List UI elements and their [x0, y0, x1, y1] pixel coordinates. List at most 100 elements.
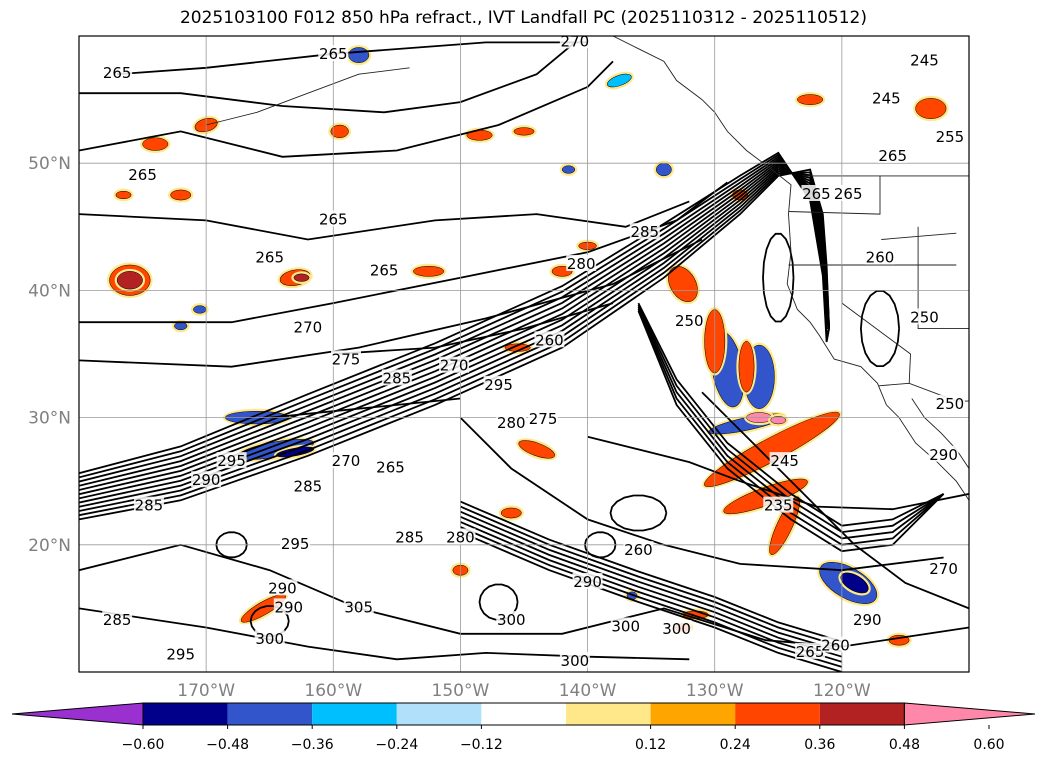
contour-label: 270 — [294, 319, 323, 337]
colorbar: −0.60 −0.48 −0.36 −0.24 −0.12 0.12 0.24 0.36 0.4… — [11, 702, 1036, 753]
contour-label-bg — [254, 248, 285, 265]
anomaly-fill-blob — [655, 162, 672, 177]
colorbar-segment — [227, 703, 313, 725]
contour-label: 295 — [217, 452, 246, 470]
contour-label: 265 — [370, 261, 399, 279]
contour-label-bg — [102, 611, 133, 628]
colorbar-segment — [650, 703, 736, 725]
contour-label-bg — [496, 611, 527, 628]
ivt-contour — [460, 521, 843, 663]
contour-label: 245 — [910, 51, 939, 69]
colorbar-tick-label: −0.48 — [206, 737, 249, 753]
contour-label-bg — [852, 611, 883, 628]
contour-label: 295 — [281, 535, 310, 553]
contour-label-bg — [318, 45, 349, 62]
contour-label-bg — [801, 185, 832, 201]
contour-label-bg — [534, 331, 565, 348]
contour-label-bg — [877, 146, 908, 163]
contour-label: 265 — [103, 64, 132, 82]
colorbar-frame — [142, 702, 905, 726]
contour-label: 290 — [192, 471, 221, 489]
contour-label: 265 — [255, 249, 284, 267]
ivt-closed-contour — [609, 494, 668, 532]
contour-label-bg — [559, 36, 590, 49]
state-border — [917, 226, 969, 330]
contour-label-bg — [928, 445, 959, 462]
contour-label: 260 — [821, 637, 850, 655]
ivt-contour — [460, 500, 843, 643]
contour-label: 290 — [268, 579, 297, 597]
anomaly-fill-blob — [915, 98, 947, 119]
ivt-contour — [79, 41, 576, 114]
anomaly-fill-blob — [413, 265, 445, 277]
contour-label: 270 — [440, 357, 469, 375]
lon-tick-label: 170°W — [177, 681, 235, 701]
colorbar-segment — [735, 703, 820, 725]
colorbar-tick-label: 0.12 — [635, 737, 666, 753]
contour-label-bg — [674, 312, 705, 329]
contour-label: 270 — [332, 452, 361, 470]
colorbar-tick-label: −0.36 — [291, 737, 334, 753]
contour-label: 270 — [561, 32, 590, 50]
contour-label-bg — [394, 528, 425, 545]
contour-label: 260 — [624, 541, 653, 559]
contour-label-bg — [629, 223, 660, 240]
contour-label-bg — [102, 64, 133, 81]
contour-label: 290 — [929, 446, 958, 464]
colorbar-tick-label: 0.36 — [804, 737, 835, 753]
colorbar-segment — [819, 703, 905, 725]
colorbar-extend-max — [903, 702, 1036, 726]
contour-label: 275 — [529, 410, 558, 428]
ivt-closed-contour — [859, 290, 900, 367]
contour-label: 290 — [573, 573, 602, 591]
contour-label: 250 — [675, 312, 704, 330]
anomaly-fill-blob — [770, 416, 787, 425]
contour-label-bg — [439, 356, 470, 373]
ivt-contour — [460, 531, 843, 672]
contour-label-bg — [909, 51, 940, 68]
colorbar-segment — [566, 703, 651, 725]
anomaly-fill-blob — [607, 73, 632, 88]
contour-label: 265 — [796, 643, 825, 661]
contour-label-bg — [292, 477, 323, 494]
colorbar-segment — [312, 703, 397, 725]
colorbar-segment — [481, 703, 566, 725]
contour-label-bg — [445, 528, 476, 545]
ivt-contour — [637, 302, 945, 527]
contour-label-bg — [273, 598, 304, 615]
anomaly-fill-blob — [116, 271, 143, 290]
contour-label: 255 — [936, 128, 965, 146]
contour-label: 245 — [872, 90, 901, 108]
lat-tick-label: 40°N — [28, 281, 71, 301]
contour-label-bg — [191, 471, 222, 488]
contour-label-bg — [127, 165, 158, 182]
contour-label-bg — [318, 210, 349, 227]
ivt-contour — [79, 151, 830, 475]
ivt-contour-layer — [79, 41, 969, 672]
contour-label-bg — [928, 560, 959, 577]
contour-label-bg — [331, 350, 361, 367]
contour-label-bg — [331, 452, 361, 469]
contour-label: 270 — [929, 560, 958, 578]
contour-label-bg — [934, 394, 965, 411]
contour-label: 300 — [662, 620, 691, 638]
contour-label-bg — [763, 496, 794, 513]
anomaly-fill-blob — [500, 507, 522, 519]
contour-label-bg — [865, 248, 895, 265]
contour-label-bg — [528, 410, 559, 427]
ivt-contour — [460, 515, 843, 658]
contour-label-bg — [623, 541, 654, 558]
lon-tick-label: 130°W — [686, 681, 744, 701]
map-frame — [78, 35, 970, 673]
lon-tick-label: 140°W — [559, 681, 617, 701]
contour-label: 285 — [630, 223, 659, 241]
contour-label: 260 — [535, 331, 564, 349]
contour-label: 265 — [802, 185, 831, 203]
contour-label-bg — [216, 452, 247, 469]
contour-label: 260 — [866, 249, 895, 267]
contour-label: 250 — [936, 395, 965, 413]
contour-label: 285 — [135, 497, 164, 515]
state-border — [788, 175, 881, 215]
ivt-contour — [269, 397, 461, 419]
